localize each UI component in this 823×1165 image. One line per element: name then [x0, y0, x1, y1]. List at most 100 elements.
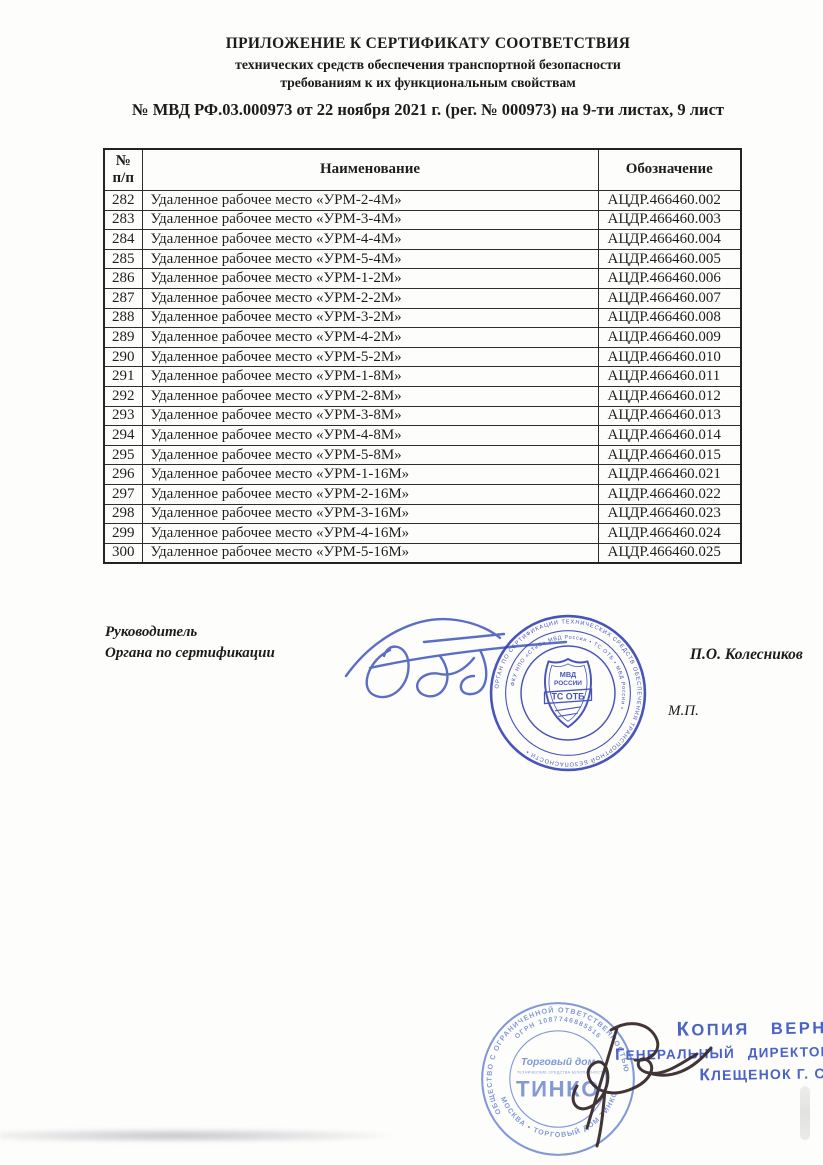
shield-text-mvd: МВД — [560, 670, 577, 679]
stamp-inner-circle — [520, 645, 616, 741]
director-handwritten-signature — [571, 1022, 713, 1148]
column-header-num: № п/п — [103, 148, 143, 191]
row-name: Удаленное рабочее место «УРМ-3-8М» — [141, 405, 599, 427]
row-designation: АЦДР.466460.015 — [597, 444, 742, 466]
shield-banner-text: ТС ОТБ — [551, 691, 585, 701]
seal-place-mark: М.П. — [668, 703, 699, 719]
row-designation: АЦДР.466460.012 — [597, 385, 742, 407]
shield-outline — [543, 657, 593, 729]
stamp-outer-circle — [481, 1002, 635, 1156]
stamp-center-logo: ТИНКО — [516, 1076, 600, 1101]
signature-stroke — [571, 1052, 699, 1111]
signature-stroke — [344, 617, 502, 678]
row-name: Удаленное рабочее место «УРМ-4-4М» — [141, 229, 599, 250]
row-name: Удаленное рабочее место «УРМ-1-2М» — [141, 268, 599, 289]
signature-stroke — [365, 645, 410, 699]
row-designation: АЦДР.466460.021 — [597, 464, 742, 485]
row-designation: АЦДР.466460.025 — [597, 542, 742, 564]
shield-text-россия: РОССИИ — [554, 680, 582, 687]
table-row: 296 Удаленное рабочее место «УРМ-1-16М» АЦ… — [103, 464, 742, 485]
table-row: 284 Удаленное рабочее место «УРМ-4-4М» АЦД… — [103, 229, 742, 250]
row-number: 292 — [103, 385, 143, 407]
table-row: 292 Удаленное рабочее место «УРМ-2-8М» АЦД… — [103, 385, 742, 407]
row-number: 287 — [103, 287, 143, 309]
table-row: 283 Удаленное рабочее место «УРМ-3-4М» АЦД… — [103, 209, 742, 231]
column-header-name: Наименование — [141, 148, 599, 191]
row-number: 293 — [103, 405, 143, 427]
row-number: 290 — [103, 346, 143, 368]
row-number: 298 — [103, 503, 143, 525]
items-table: № п/п Наименование Обозначение 282 Удален… — [103, 148, 742, 565]
row-designation: АЦДР.466460.007 — [597, 287, 742, 309]
row-number: 299 — [103, 523, 143, 544]
row-name: Удаленное рабочее место «УРМ-5-2М» — [141, 346, 599, 368]
handwritten-signature-blue — [344, 617, 568, 699]
row-name: Удаленное рабочее место «УРМ-3-16М» — [141, 503, 599, 525]
column-header-num-line2: п/п — [112, 170, 134, 186]
signature-stroke — [416, 654, 476, 698]
table-row: 298 Удаленное рабочее место «УРМ-3-16М» АЦ… — [103, 503, 742, 525]
row-number: 300 — [103, 542, 143, 564]
row-name: Удаленное рабочее место «УРМ-2-8М» — [141, 385, 599, 407]
row-designation: АЦДР.466460.006 — [597, 268, 742, 289]
shield-banner — [543, 688, 593, 705]
row-name: Удаленное рабочее место «УРМ-5-16М» — [141, 542, 599, 564]
row-designation: АЦДР.466460.024 — [597, 523, 742, 544]
table-row: 290 Удаленное рабочее место «УРМ-5-2М» АЦД… — [103, 346, 742, 368]
row-number: 285 — [103, 248, 143, 270]
row-name: Удаленное рабочее место «УРМ-2-16М» — [141, 483, 599, 505]
signature-stroke — [422, 632, 506, 644]
row-number: 291 — [103, 366, 143, 387]
certificate-number-line: № МВД РФ.03.000973 от 22 ноября 2021 г. … — [132, 100, 724, 119]
table-row: 295 Удаленное рабочее место «УРМ-5-8М» АЦД… — [103, 444, 742, 466]
row-number: 282 — [103, 190, 143, 211]
table-row: 282 Удаленное рабочее место «УРМ-2-4М» АЦД… — [103, 190, 742, 211]
row-designation: АЦДР.466460.010 — [597, 346, 742, 368]
signatory-role-line2: Органа по сертификации — [105, 645, 275, 661]
row-number: 286 — [103, 268, 143, 289]
table-row: 294 Удаленное рабочее место «УРМ-4-8М» АЦД… — [103, 425, 742, 446]
stamp-center-tagline: ТЕХНИЧЕСКИЕ СРЕДСТВА БЕЗОПАСНОСТИ — [517, 1070, 606, 1074]
row-number: 297 — [103, 483, 143, 505]
stamp-middle-circle — [505, 630, 631, 756]
row-name: Удаленное рабочее место «УРМ-3-2М» — [141, 307, 599, 329]
row-number: 288 — [103, 307, 143, 329]
stamp-center-trade-house: Торговый дом — [521, 1057, 596, 1068]
shield-inner-outline — [548, 663, 588, 722]
stamp-outer-circle — [489, 614, 647, 772]
signatory-role-line1: Руководитель — [105, 624, 198, 640]
row-designation: АЦДР.466460.004 — [597, 229, 742, 250]
row-name: Удаленное рабочее место «УРМ-4-16М» — [141, 523, 599, 544]
row-designation: АЦДР.466460.002 — [597, 190, 742, 211]
table-row: 288 Удаленное рабочее место «УРМ-3-2М» АЦД… — [103, 307, 742, 329]
signature-stroke — [585, 1026, 619, 1130]
row-name: Удаленное рабочее место «УРМ-2-2М» — [141, 287, 599, 309]
row-designation: АЦДР.466460.009 — [597, 327, 742, 348]
row-designation: АЦДР.466460.005 — [597, 248, 742, 270]
row-designation: АЦДР.466460.014 — [597, 425, 742, 446]
row-designation: АЦДР.466460.008 — [597, 307, 742, 329]
stamp-inner-circle — [509, 1030, 607, 1128]
table-row: 285 Удаленное рабочее место «УРМ-5-4М» АЦД… — [103, 248, 742, 270]
row-designation: АЦДР.466460.023 — [597, 503, 742, 525]
row-name: Удаленное рабочее место «УРМ-5-8М» — [141, 444, 599, 466]
row-designation: АЦДР.466460.003 — [597, 209, 742, 231]
mvd-certification-stamp: ОРГАН ПО СЕРТИФИКАЦИИ ТЕХНИЧЕСКИХ СРЕДСТ… — [489, 614, 647, 772]
document-subtitle-2: требованиям к их функциональным свойства… — [280, 75, 576, 90]
scan-shadow — [0, 1128, 392, 1142]
table-row: 291 Удаленное рабочее место «УРМ-1-8М» АЦД… — [103, 366, 742, 387]
document-subtitle-1: технических средств обеспечения транспор… — [235, 57, 621, 72]
row-designation: АЦДР.466460.022 — [597, 483, 742, 505]
row-number: 289 — [103, 327, 143, 348]
row-designation: АЦДР.466460.013 — [597, 405, 742, 427]
table-row: 287 Удаленное рабочее место «УРМ-2-2М» АЦД… — [103, 287, 742, 309]
table-row: 289 Удаленное рабочее место «УРМ-4-2М» АЦД… — [103, 327, 742, 348]
row-name: Удаленное рабочее место «УРМ-4-2М» — [141, 327, 599, 348]
scan-smudge — [800, 1086, 810, 1140]
row-number: 284 — [103, 229, 143, 250]
document-title: ПРИЛОЖЕНИЕ К СЕРТИФИКАТУ СООТВЕТСТВИЯ — [225, 35, 631, 52]
row-name: Удаленное рабочее место «УРМ-4-8М» — [141, 425, 599, 446]
shield-hatch — [554, 706, 582, 718]
column-header-num-line1: № — [115, 152, 131, 169]
